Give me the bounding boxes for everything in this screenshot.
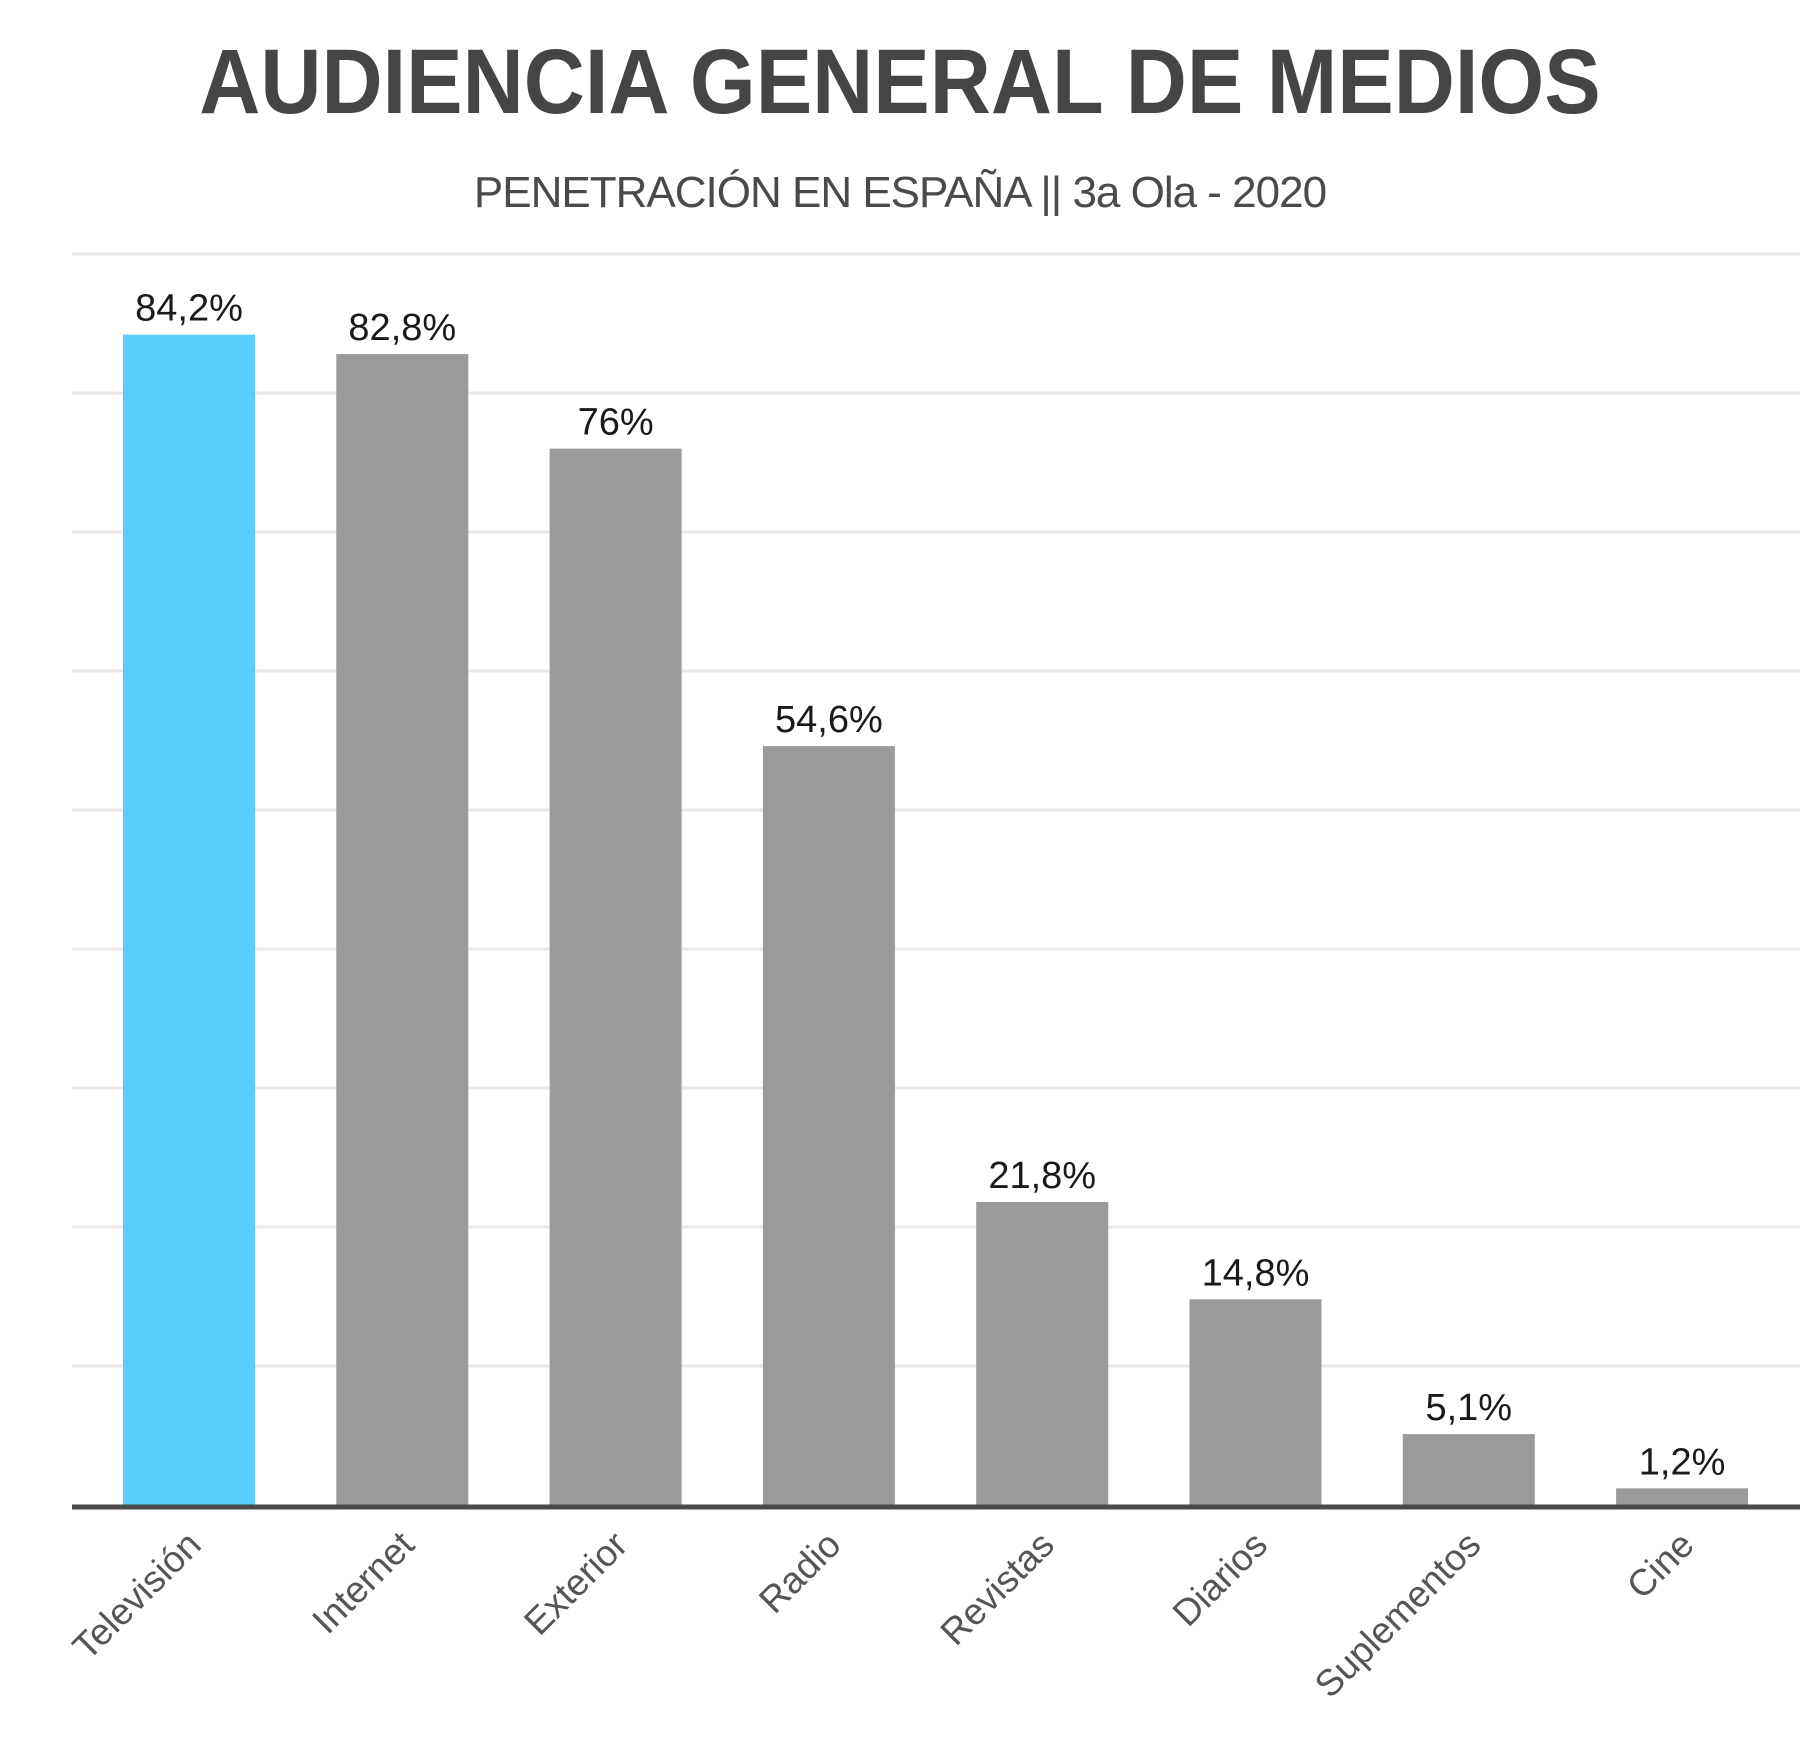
category-label: Revistas [933,1524,1062,1653]
bar-radio [762,746,895,1505]
bar-exterior [549,448,682,1506]
gridlines [72,252,1800,1368]
bars [123,334,1749,1506]
chart-title: AUDIENCIA GENERAL DE MEDIOS [199,31,1601,133]
bar-televisión [123,334,255,1505]
value-labels: 84,2% 82,8% 76% 54,6% 21,8% 14,8% 5,1% 1,2% [135,288,1725,1484]
category-label: Radio [751,1524,848,1621]
value-label: 54,6% [775,699,883,741]
bar-suplementos [1402,1434,1535,1505]
category-label: Televisión [65,1524,209,1668]
category-label: Exterior [516,1524,635,1643]
value-label: 21,8% [988,1155,1096,1197]
value-label: 1,2% [1639,1441,1726,1483]
bar-cine [1616,1488,1749,1505]
category-label: Diarios [1165,1524,1275,1634]
value-label: 14,8% [1202,1252,1310,1294]
category-label: Internet [304,1523,422,1641]
bar-revistas [976,1201,1109,1505]
value-label: 84,2% [135,288,243,330]
category-label: Cine [1619,1524,1702,1607]
bar-internet [336,354,469,1506]
value-label: 82,8% [348,307,456,349]
category-label: Suplementos [1307,1524,1489,1706]
value-label: 76% [578,402,654,444]
category-labels: Televisión Internet Exterior Radio Revistas D… [65,1523,1702,1705]
chart-subtitle: PENETRACIÓN EN ESPAÑA || 3a Ola - 2020 [473,168,1327,217]
bar-diarios [1189,1299,1322,1505]
value-label: 5,1% [1425,1387,1512,1429]
